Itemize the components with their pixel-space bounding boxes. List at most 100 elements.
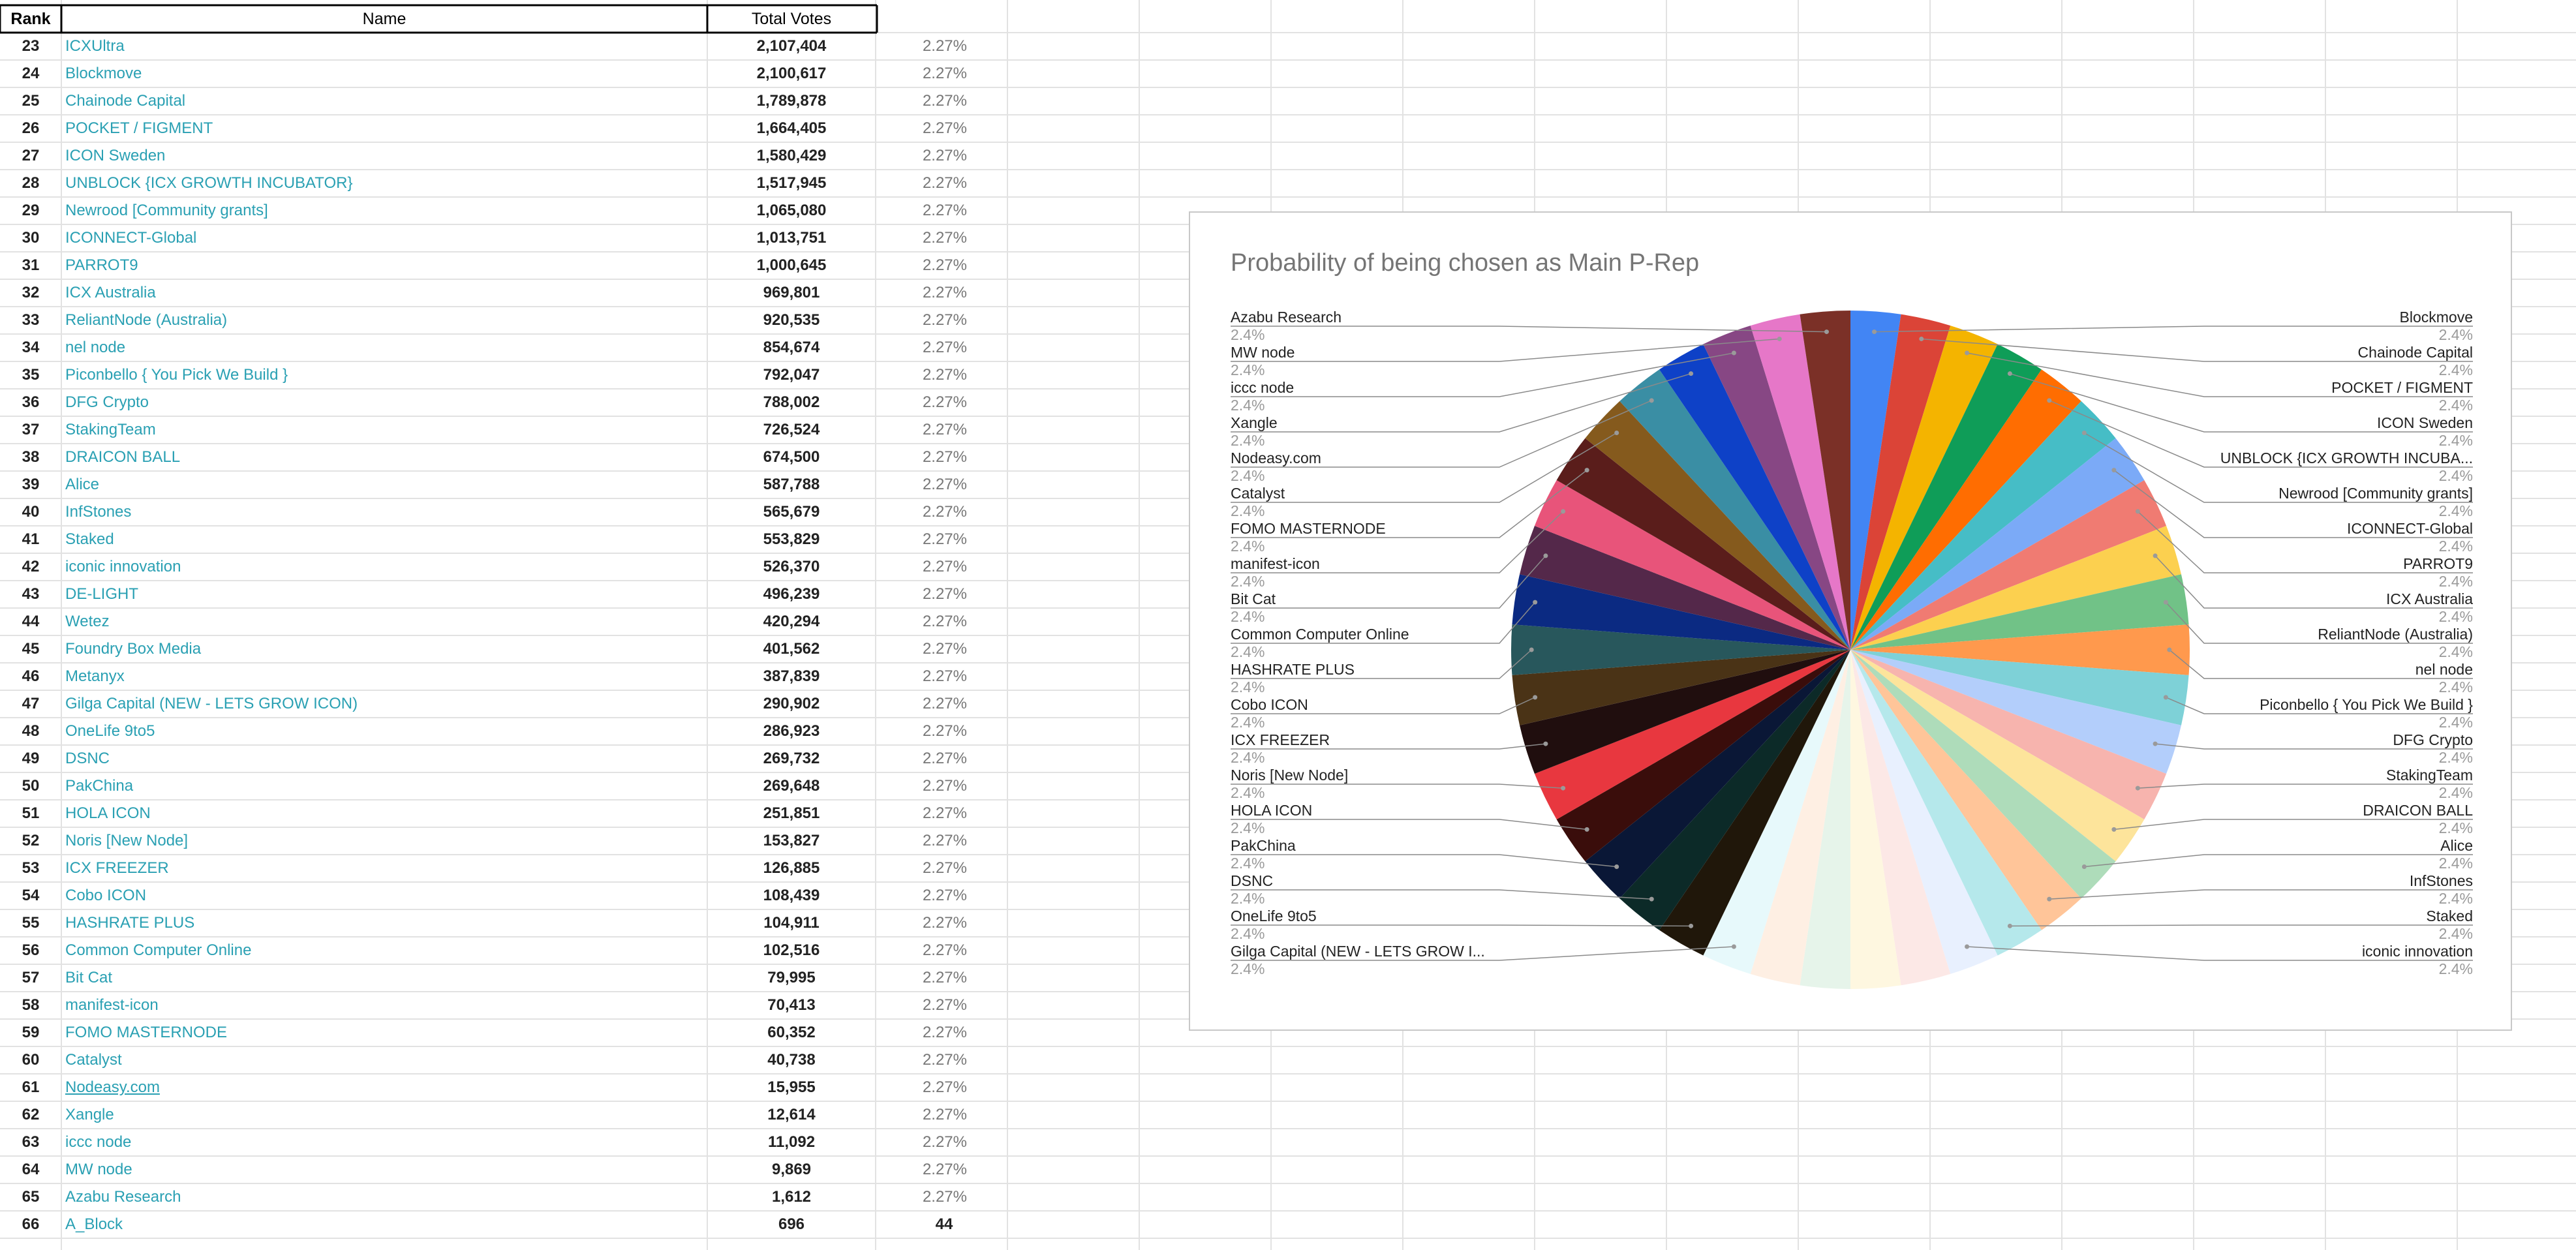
rank-cell[interactable]: 40 xyxy=(22,503,40,521)
percent-cell[interactable]: 2.27% xyxy=(922,65,967,82)
pie-slice[interactable] xyxy=(1850,574,2189,650)
percent-cell[interactable]: 2.27% xyxy=(922,804,967,822)
percent-cell[interactable]: 2.27% xyxy=(922,311,967,329)
percent-cell[interactable]: 2.27% xyxy=(922,503,967,521)
percent-cell[interactable]: 2.27% xyxy=(922,1161,967,1178)
pie-slice[interactable] xyxy=(1585,401,1850,650)
percent-cell[interactable]: 2.27% xyxy=(922,914,967,932)
votes-cell[interactable]: 15,955 xyxy=(767,1078,816,1096)
pie-slice[interactable] xyxy=(1850,650,1998,974)
rank-cell[interactable]: 46 xyxy=(22,667,40,685)
pie-slice[interactable] xyxy=(1850,650,2116,899)
votes-cell[interactable]: 40,738 xyxy=(767,1051,816,1069)
pie-slice[interactable] xyxy=(1850,344,2042,650)
name-cell[interactable]: PakChina xyxy=(65,777,134,795)
name-cell[interactable]: manifest-icon xyxy=(65,996,159,1014)
name-cell[interactable]: ICX FREEZER xyxy=(65,859,169,877)
pie-slice[interactable] xyxy=(1534,480,1850,650)
percent-cell[interactable]: 2.27% xyxy=(922,1051,967,1069)
name-cell[interactable]: ReliantNode (Australia) xyxy=(65,311,228,329)
rank-cell[interactable]: 49 xyxy=(22,750,40,767)
percent-cell[interactable]: 2.27% xyxy=(922,256,967,274)
rank-cell[interactable]: 37 xyxy=(22,421,40,438)
votes-cell[interactable]: 11,092 xyxy=(767,1133,816,1151)
name-cell[interactable]: Metanyx xyxy=(65,667,125,685)
rank-cell[interactable]: 65 xyxy=(22,1188,40,1206)
pie-slice[interactable] xyxy=(1850,650,2189,725)
name-cell[interactable]: HOLA ICON xyxy=(65,804,151,822)
rank-cell[interactable]: 53 xyxy=(22,859,40,877)
votes-cell[interactable]: 565,679 xyxy=(763,503,820,521)
name-cell[interactable]: Catalyst xyxy=(65,1051,122,1069)
pie-slice[interactable] xyxy=(1850,650,2145,862)
pie-slice[interactable] xyxy=(1619,369,1850,650)
rank-cell[interactable]: 62 xyxy=(22,1106,40,1123)
pie-slice[interactable] xyxy=(1659,650,1850,956)
rank-cell[interactable]: 43 xyxy=(22,585,40,603)
pie-slice[interactable] xyxy=(1850,401,2116,650)
votes-cell[interactable]: 12,614 xyxy=(767,1106,816,1123)
name-cell[interactable]: Xangle xyxy=(65,1106,114,1123)
name-cell[interactable]: iccc node xyxy=(65,1133,132,1151)
percent-cell[interactable]: 2.27% xyxy=(922,859,967,877)
percent-cell[interactable]: 2.27% xyxy=(922,695,967,712)
pie-slice[interactable] xyxy=(1659,344,1850,650)
rank-cell[interactable]: 33 xyxy=(22,311,40,329)
votes-cell[interactable]: 1,789,878 xyxy=(756,92,827,110)
votes-cell[interactable]: 70,413 xyxy=(767,996,816,1014)
name-cell[interactable]: ICX Australia xyxy=(65,284,156,301)
rank-cell[interactable]: 60 xyxy=(22,1051,40,1069)
pie-slice[interactable] xyxy=(1800,650,1850,989)
name-cell[interactable]: DFG Crypto xyxy=(65,393,149,411)
percent-cell[interactable]: 2.27% xyxy=(922,941,967,959)
votes-cell[interactable]: 1,612 xyxy=(771,1188,812,1206)
percent-cell[interactable]: 2.27% xyxy=(922,667,967,685)
pie-slice[interactable] xyxy=(1850,526,2181,650)
rank-cell[interactable]: 42 xyxy=(22,558,40,575)
rank-cell[interactable]: 59 xyxy=(22,1024,40,1041)
rank-cell[interactable]: 35 xyxy=(22,366,40,384)
name-cell[interactable]: DSNC xyxy=(65,750,110,767)
pie-slice[interactable] xyxy=(1512,650,1850,725)
name-cell[interactable]: Gilga Capital (NEW - LETS GROW ICON) xyxy=(65,695,358,712)
rank-cell[interactable]: 32 xyxy=(22,284,40,301)
rank-cell[interactable]: 47 xyxy=(22,695,40,712)
name-cell[interactable]: StakingTeam xyxy=(65,421,156,438)
rank-cell[interactable]: 27 xyxy=(22,147,40,164)
percent-cell[interactable]: 44 xyxy=(935,1215,953,1233)
name-cell[interactable]: Alice xyxy=(65,476,100,493)
name-cell[interactable]: Blockmove xyxy=(65,65,142,82)
name-cell[interactable]: UNBLOCK {ICX GROWTH INCUBATOR} xyxy=(65,174,353,192)
pie-slice[interactable] xyxy=(1850,650,2167,819)
votes-cell[interactable]: 102,516 xyxy=(763,941,820,959)
rank-cell[interactable]: 56 xyxy=(22,941,40,959)
pie-slice[interactable] xyxy=(1512,574,1850,650)
votes-cell[interactable]: 587,788 xyxy=(763,476,820,493)
name-cell[interactable]: Nodeasy.com xyxy=(65,1078,160,1096)
votes-cell[interactable]: 854,674 xyxy=(763,339,820,356)
votes-cell[interactable]: 269,732 xyxy=(763,750,820,767)
name-cell[interactable]: POCKET / FIGMENT xyxy=(65,119,213,137)
rank-cell[interactable]: 52 xyxy=(22,832,40,849)
percent-cell[interactable]: 2.27% xyxy=(922,393,967,411)
votes-cell[interactable]: 696 xyxy=(778,1215,805,1233)
votes-cell[interactable]: 526,370 xyxy=(763,558,820,575)
votes-cell[interactable]: 1,065,080 xyxy=(756,202,827,219)
rank-cell[interactable]: 54 xyxy=(22,887,40,904)
name-cell[interactable]: Chainode Capital xyxy=(65,92,186,110)
percent-cell[interactable]: 2.27% xyxy=(922,339,967,356)
rank-cell[interactable]: 31 xyxy=(22,256,40,274)
name-cell[interactable]: Azabu Research xyxy=(65,1188,181,1206)
percent-cell[interactable]: 2.27% xyxy=(922,722,967,740)
rank-cell[interactable]: 50 xyxy=(22,777,40,795)
percent-cell[interactable]: 2.27% xyxy=(922,969,967,986)
rank-cell[interactable]: 66 xyxy=(22,1215,40,1233)
pie-slice[interactable] xyxy=(1850,650,2181,774)
rank-cell[interactable]: 55 xyxy=(22,914,40,932)
rank-cell[interactable]: 63 xyxy=(22,1133,40,1151)
votes-cell[interactable]: 251,851 xyxy=(763,804,820,822)
percent-cell[interactable]: 2.27% xyxy=(922,366,967,384)
name-cell[interactable]: InfStones xyxy=(65,503,132,521)
votes-cell[interactable]: 420,294 xyxy=(763,613,820,630)
rank-cell[interactable]: 25 xyxy=(22,92,40,110)
